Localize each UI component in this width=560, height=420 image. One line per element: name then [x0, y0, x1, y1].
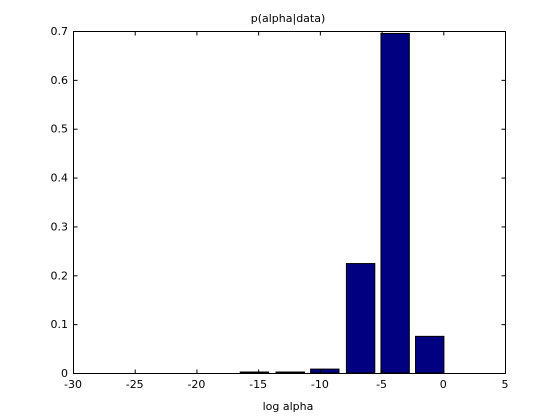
y-tick-label: 0.6 [51, 74, 69, 87]
x-tick-label: -15 [249, 378, 267, 391]
y-tick-label: 0 [61, 367, 68, 380]
y-tick-label: 0.7 [51, 25, 69, 38]
x-axis-label: log alpha [263, 400, 314, 413]
bars-layer [239, 32, 445, 374]
x-tick-label: -10 [311, 378, 329, 391]
bar [275, 371, 305, 374]
tick-labels-layer: -30 -25 -20 -15 -10 -5 0 5 0 0.1 0.2 0.3 0.4 0.5 0.6 0.… [51, 25, 509, 391]
bar [380, 32, 410, 374]
x-tick-label: 0 [440, 378, 447, 391]
y-tick-label: 0.3 [51, 220, 69, 233]
bar [239, 371, 270, 374]
bar [415, 335, 445, 374]
plot-frame [73, 31, 506, 374]
x-tick-label: -25 [126, 378, 144, 391]
plot-area [73, 31, 505, 373]
x-tick-label: -5 [376, 378, 387, 391]
chart-title: p(alpha|data) [251, 12, 326, 25]
y-tick-label: 0.4 [51, 172, 69, 185]
y-tick-label: 0.1 [51, 318, 69, 331]
bar [345, 263, 376, 374]
x-tick-label: 5 [502, 378, 509, 391]
x-tick-label: -20 [187, 378, 205, 391]
x-tick-label: -30 [64, 378, 82, 391]
bar [310, 368, 340, 374]
y-tick-label: 0.5 [51, 123, 69, 136]
y-tick-label: 0.2 [51, 269, 69, 282]
